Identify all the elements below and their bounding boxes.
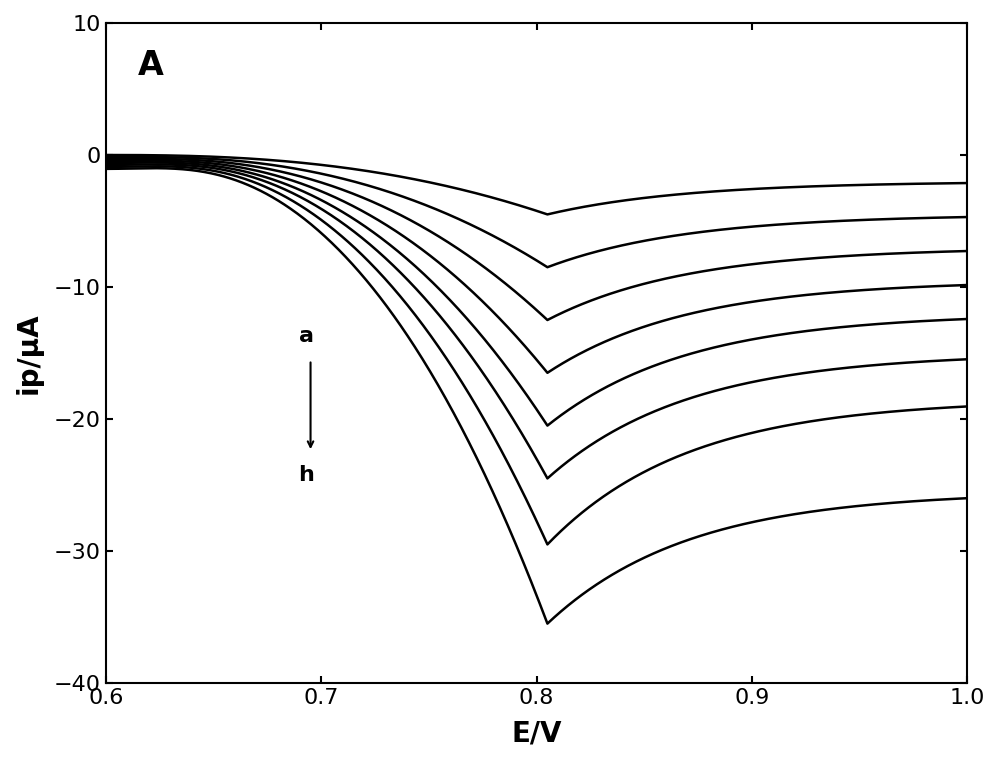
Text: A: A <box>138 50 164 82</box>
X-axis label: E/V: E/V <box>511 719 562 747</box>
Text: h: h <box>298 466 314 485</box>
Text: a: a <box>299 326 314 347</box>
Y-axis label: ip/μA: ip/μA <box>15 312 43 394</box>
